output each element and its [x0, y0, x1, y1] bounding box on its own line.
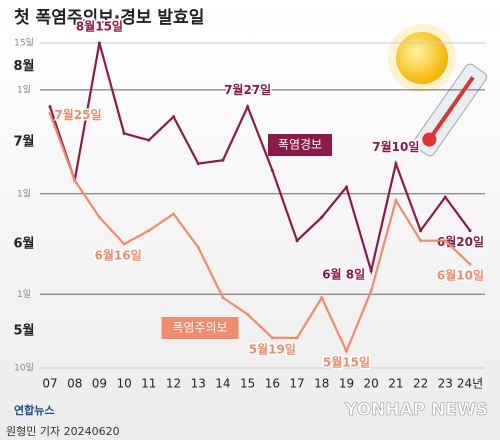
legend-label: 폭염경보	[278, 138, 322, 152]
y-tick-label: 1일	[17, 84, 31, 95]
point	[122, 131, 126, 135]
data-label: 5월15일	[323, 355, 370, 370]
point	[443, 239, 447, 243]
point	[147, 229, 151, 233]
x-tick-label: 07	[42, 377, 57, 391]
series-line	[48, 42, 471, 276]
point	[147, 138, 151, 142]
month-label: 7월	[13, 133, 34, 149]
data-label: 6월 8일	[322, 266, 365, 281]
point	[48, 105, 52, 109]
y-tick-label: 1일	[17, 188, 31, 199]
x-tick-label: 22	[413, 377, 428, 391]
x-tick-label: 18	[314, 377, 329, 391]
month-label: 8월	[13, 58, 34, 74]
data-label: 6월10일	[437, 268, 484, 283]
data-label: 7월27일	[224, 82, 271, 97]
decoration	[388, 24, 488, 157]
point	[468, 229, 472, 233]
data-label: 6월16일	[95, 248, 142, 263]
point	[369, 289, 373, 293]
x-tick-label: 17	[289, 377, 304, 391]
month-label: 5월	[13, 323, 34, 339]
point	[196, 245, 200, 249]
x-tick-label: 14	[215, 377, 230, 391]
series-line	[48, 112, 471, 355]
x-tick-label: 12	[166, 377, 181, 391]
y-tick-label: 1일	[17, 289, 31, 300]
point	[97, 41, 101, 45]
x-tick-label: 08	[67, 377, 82, 391]
watermark: YONHAP NEWS	[344, 400, 488, 420]
chart-title: 첫 폭염주의보·경보 발효일	[14, 7, 204, 28]
point	[443, 195, 447, 199]
point	[344, 185, 348, 189]
point	[295, 239, 299, 243]
point	[419, 229, 423, 233]
credit: 원형민 기자 20240620	[6, 425, 120, 438]
point	[419, 239, 423, 243]
point	[320, 296, 324, 300]
point	[344, 349, 348, 353]
x-tick-label: 10	[116, 377, 131, 391]
legend-box	[161, 317, 239, 339]
x-tick-label: 19	[339, 377, 354, 391]
source: 연합뉴스	[14, 403, 54, 417]
point	[270, 336, 274, 340]
point	[196, 162, 200, 166]
data-label: 5월19일	[249, 341, 296, 356]
point	[295, 336, 299, 340]
data-label: 7월10일	[372, 139, 419, 154]
x-tick-label: 21	[388, 377, 403, 391]
x-tick-label: 15	[240, 377, 255, 391]
point	[48, 111, 52, 115]
point	[320, 215, 324, 219]
x-tick-label: 13	[191, 377, 206, 391]
point	[172, 212, 176, 216]
data-label: 7월25일	[54, 107, 101, 122]
y-tick-label: 10일	[14, 363, 34, 374]
data-label: 6월20일	[437, 234, 484, 249]
point	[122, 242, 126, 246]
legend-label: 폭염주의보	[172, 321, 227, 335]
point	[246, 312, 250, 316]
point	[172, 115, 176, 119]
point	[246, 105, 250, 109]
point	[221, 158, 225, 162]
point	[394, 198, 398, 202]
y-tick-label: 15일	[14, 38, 34, 49]
x-tick-label: 24년	[457, 377, 483, 391]
month-label: 6월	[13, 236, 34, 252]
legend-box	[268, 134, 332, 156]
point	[369, 269, 373, 273]
x-tick-label: 11	[141, 377, 156, 391]
point	[221, 296, 225, 300]
point	[468, 262, 472, 266]
x-tick-label: 23	[438, 377, 453, 391]
x-tick-label: 20	[364, 377, 379, 391]
point	[73, 178, 77, 182]
point	[97, 215, 101, 219]
x-tick-label: 09	[92, 377, 107, 391]
point	[394, 162, 398, 166]
data-label: 8월15일	[76, 19, 123, 34]
x-tick-label: 16	[265, 377, 280, 391]
point	[270, 168, 274, 172]
